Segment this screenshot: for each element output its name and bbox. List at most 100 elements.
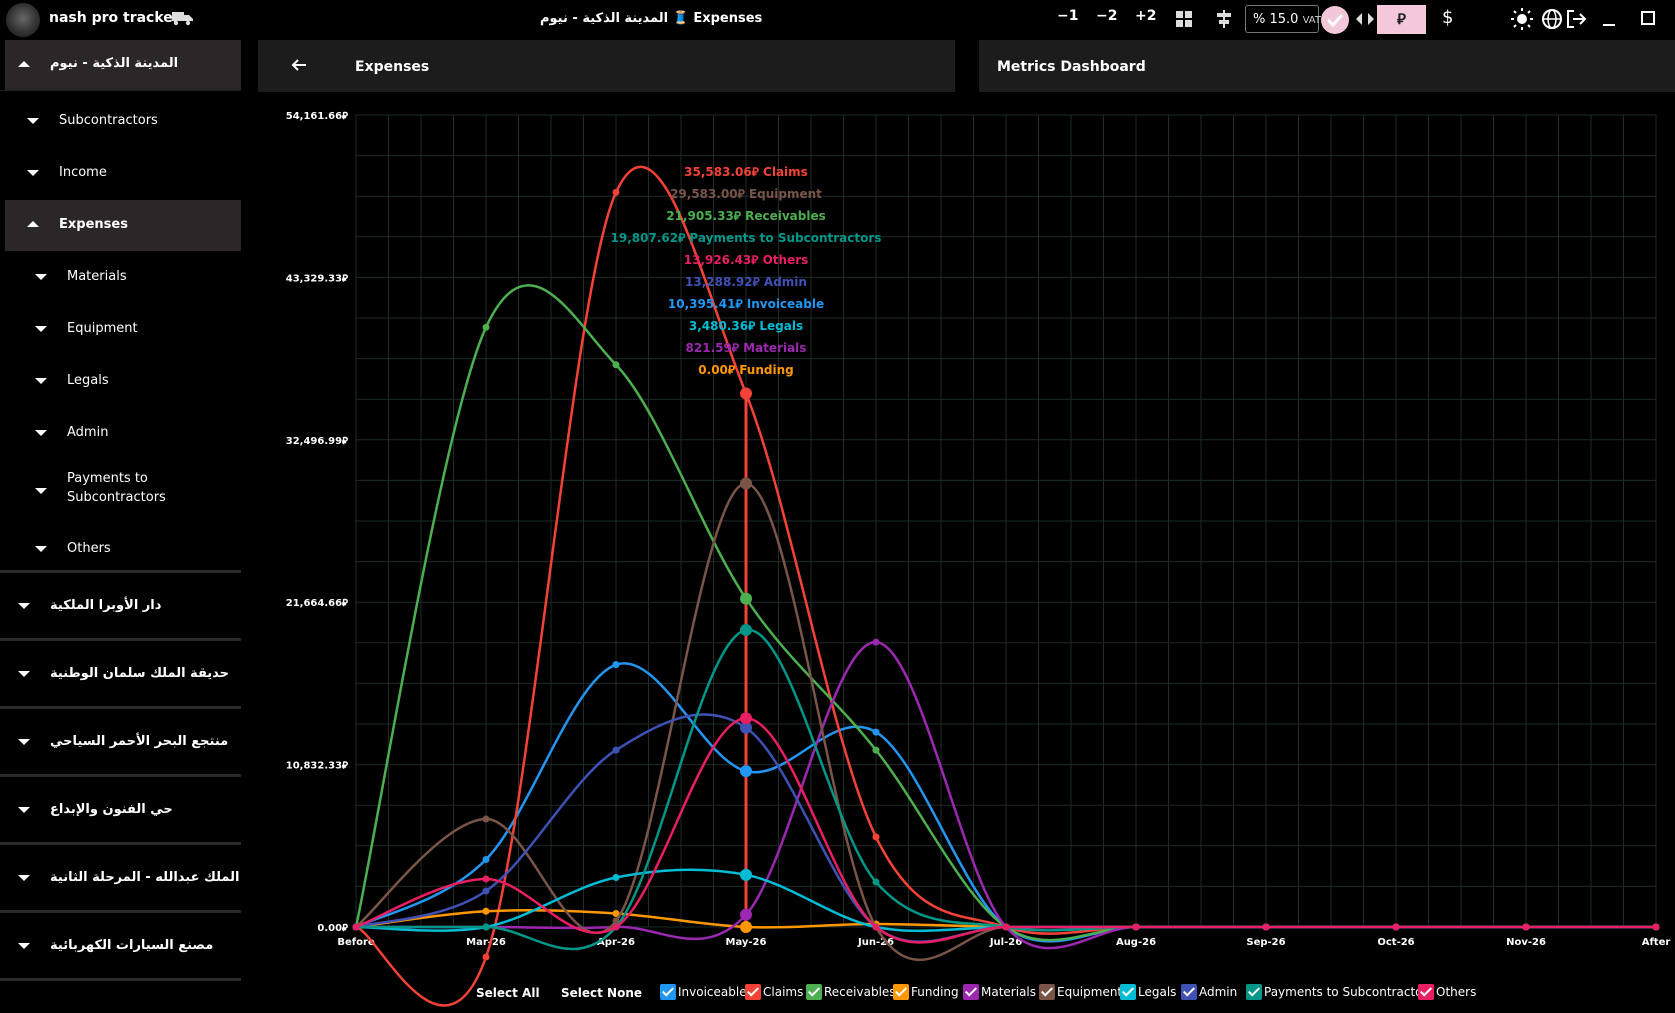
divider: [0, 842, 241, 845]
vat-input[interactable]: % 15.0 VAT: [1245, 5, 1321, 33]
data-point-others[interactable]: [1262, 923, 1270, 931]
data-point-invoiceable[interactable]: [740, 765, 752, 778]
data-point-legals[interactable]: [612, 874, 620, 882]
data-point-legals[interactable]: [740, 868, 752, 881]
data-point-materials[interactable]: [872, 638, 880, 646]
sun-icon[interactable]: [1510, 7, 1534, 31]
data-point-receivables[interactable]: [740, 592, 752, 605]
data-point-others[interactable]: [1522, 923, 1530, 931]
data-point-claims[interactable]: [740, 387, 752, 400]
data-point-admin[interactable]: [482, 887, 490, 895]
data-point-invoiceable[interactable]: [482, 856, 490, 864]
sidebar-project-current[interactable]: المدينة الذكية - نيوم: [5, 40, 241, 90]
sidebar-item-income[interactable]: Income: [5, 150, 241, 196]
data-point-funding[interactable]: [482, 907, 490, 915]
sidebar-project[interactable]: مصنع السيارات الكهربائية: [5, 923, 241, 969]
legend-item-funding[interactable]: Funding: [893, 984, 959, 1002]
legend-item-payments-to-subcontractors[interactable]: Payments to Subcontractors: [1246, 984, 1434, 1002]
checkbox-icon[interactable]: [660, 984, 676, 1000]
data-point-equipment[interactable]: [612, 917, 620, 925]
checkbox-icon[interactable]: [745, 984, 761, 1000]
checkbox-icon[interactable]: [963, 984, 979, 1000]
data-point-payments-to-subcontractors[interactable]: [872, 878, 880, 886]
data-point-funding[interactable]: [740, 921, 752, 933]
legend-item-equipment[interactable]: Equipment: [1039, 984, 1122, 1002]
data-point-receivables[interactable]: [612, 361, 620, 369]
sidebar-item-payments-to-subcontractors[interactable]: Payments to Subcontractors: [5, 462, 241, 522]
select-none-button[interactable]: Select None: [561, 986, 643, 1000]
riyal-currency-button[interactable]: ⃁: [1377, 5, 1426, 34]
data-point-others[interactable]: [1132, 923, 1140, 931]
checkbox-icon[interactable]: [1039, 984, 1055, 1000]
decrement-1-button[interactable]: −1: [1057, 8, 1079, 24]
checkbox-icon[interactable]: [806, 984, 822, 1000]
checkbox-icon[interactable]: [1120, 984, 1136, 1000]
data-point-others[interactable]: [482, 875, 490, 883]
sidebar-project[interactable]: حي الفنون والإبداع: [5, 787, 241, 833]
checkbox-icon[interactable]: [1181, 984, 1197, 1000]
sidebar-item-materials[interactable]: Materials: [5, 254, 241, 300]
confirm-button[interactable]: [1321, 6, 1349, 34]
globe-icon[interactable]: [1541, 8, 1563, 30]
data-point-others[interactable]: [1002, 923, 1010, 931]
data-point-others[interactable]: [872, 923, 880, 931]
data-point-payments-to-subcontractors[interactable]: [482, 923, 490, 931]
data-point-claims[interactable]: [872, 833, 880, 841]
data-point-claims[interactable]: [482, 953, 490, 961]
back-arrow-icon[interactable]: [290, 56, 308, 74]
sidebar-item-equipment[interactable]: Equipment: [5, 306, 241, 352]
grid-icon[interactable]: [1174, 9, 1194, 29]
data-point-materials[interactable]: [740, 908, 752, 921]
axes: 0.00⃁ 10,832.33⃁ 21,664.66⃁ 32,496.99⃁ 43,32…: [286, 111, 1671, 948]
decrement-2-button[interactable]: −2: [1096, 8, 1118, 24]
data-point-others[interactable]: [1392, 923, 1400, 931]
data-point-receivables[interactable]: [872, 746, 880, 754]
increment-2-button[interactable]: +2: [1135, 8, 1157, 24]
legend-item-admin[interactable]: Admin: [1181, 984, 1237, 1002]
checkbox-icon[interactable]: [1246, 984, 1262, 1000]
checkbox-icon[interactable]: [893, 984, 909, 1000]
data-point-invoiceable[interactable]: [872, 728, 880, 736]
minimize-icon[interactable]: [1601, 10, 1617, 28]
series-line-others[interactable]: [355, 716, 1656, 944]
sidebar-item-admin[interactable]: Admin: [5, 410, 241, 456]
data-point-claims[interactable]: [612, 188, 620, 196]
truck-icon[interactable]: [171, 8, 195, 28]
data-point-others[interactable]: [740, 712, 752, 725]
data-point-payments-to-subcontractors[interactable]: [740, 624, 752, 637]
legend-item-legals[interactable]: Legals: [1120, 984, 1176, 1002]
legend-item-others[interactable]: Others: [1418, 984, 1476, 1002]
data-point-equipment[interactable]: [740, 477, 752, 490]
legend-item-invoiceable[interactable]: Invoiceable: [660, 984, 747, 1002]
sidebar-item-legals[interactable]: Legals: [5, 358, 241, 404]
legend-item-materials[interactable]: Materials: [963, 984, 1036, 1002]
arrows-icon[interactable]: [1354, 10, 1376, 28]
maximize-icon[interactable]: [1640, 10, 1656, 26]
sidebar-project[interactable]: منتجع البحر الأحمر السياحي: [5, 719, 241, 765]
data-point-others[interactable]: [1652, 923, 1660, 931]
data-point-funding[interactable]: [612, 910, 620, 918]
sidebar-project[interactable]: ميناء الملك عبدالله - المرحلة الثانية: [5, 855, 241, 901]
data-point-receivables[interactable]: [482, 323, 490, 331]
select-all-button[interactable]: Select All: [476, 986, 540, 1000]
data-point-others[interactable]: [612, 923, 620, 931]
legend-item-receivables[interactable]: Receivables: [806, 984, 896, 1002]
sidebar-item-subcontractors[interactable]: Subcontractors: [5, 98, 241, 144]
align-icon[interactable]: [1214, 9, 1234, 29]
dollar-currency-button[interactable]: $: [1442, 7, 1454, 28]
legend-item-claims[interactable]: Claims: [745, 984, 803, 1002]
checkbox-icon[interactable]: [1418, 984, 1434, 1000]
sidebar-item-expenses[interactable]: Expenses: [5, 200, 241, 251]
data-point-equipment[interactable]: [482, 815, 490, 823]
chevron-down-icon: [35, 378, 47, 384]
sidebar-project[interactable]: حديقة الملك سلمان الوطنية: [5, 651, 241, 697]
data-point-admin[interactable]: [740, 721, 752, 734]
sidebar-project[interactable]: دار الأوبرا الملكية: [5, 583, 241, 629]
x-tick-label: Sep-26: [1246, 937, 1285, 948]
data-point-others[interactable]: [352, 923, 360, 931]
data-point-admin[interactable]: [612, 746, 620, 754]
logout-icon[interactable]: [1565, 8, 1587, 30]
sidebar-item-others[interactable]: Others: [5, 526, 241, 572]
metrics-panel-header[interactable]: [979, 40, 1675, 92]
data-point-invoiceable[interactable]: [612, 661, 620, 669]
